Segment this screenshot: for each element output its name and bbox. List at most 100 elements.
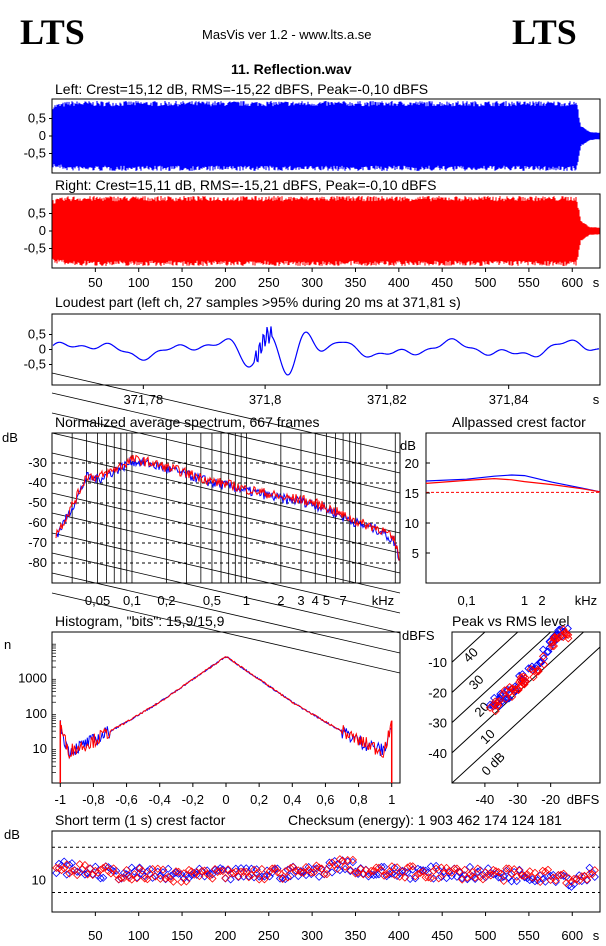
spectrum-slope-line [51, 492, 401, 574]
stc-point-left [135, 863, 144, 872]
stc-point-right [307, 868, 316, 877]
stc-point-left [164, 864, 173, 873]
histogram-xtick-label: -0,8 [82, 792, 104, 807]
stc-xtick-label: 400 [388, 928, 410, 943]
stc-point-right [216, 866, 225, 876]
pvr-point-right [505, 682, 514, 692]
pvr-ytick-label: -40 [428, 746, 447, 761]
loudest-xtick-label: 371,82 [367, 392, 407, 407]
stc-point-left [346, 866, 355, 876]
stc-point-left [223, 866, 233, 875]
stc-point-left [372, 870, 381, 879]
stc-point-right [543, 865, 553, 874]
stc-point-left [60, 857, 69, 866]
track-title: 11. Reflection.wav [231, 61, 352, 77]
stc-point-right [268, 864, 277, 873]
stc-xunit: s [593, 928, 600, 943]
stc-xtick-label: 300 [301, 928, 323, 943]
spectrum-xunit: kHz [372, 593, 394, 608]
stc-point-right [421, 873, 430, 882]
stc-point-right [393, 863, 402, 872]
spectrum-slope-line [51, 472, 401, 554]
stc-xtick-label: 50 [88, 928, 102, 943]
stc-point-right [551, 876, 560, 885]
histogram-curve-right [59, 656, 392, 760]
stc-point-right [356, 864, 365, 874]
crest-frame [425, 432, 601, 584]
stc-point-right [476, 872, 485, 882]
peak-vs-rms-title: Peak vs RMS level [452, 613, 570, 629]
crest-xunit: kHz [575, 593, 597, 608]
pvr-point-left [536, 658, 545, 668]
stc-point-left [403, 868, 412, 877]
lts-logo-left: LTS [20, 12, 85, 52]
stc-point-right [112, 870, 121, 879]
pvr-diagonal [452, 632, 486, 663]
stc-point-right [187, 867, 196, 876]
left-waveform-title: Left: Crest=15,12 dB, RMS=-15,22 dBFS, P… [55, 81, 429, 97]
pvr-point-right [562, 630, 571, 639]
pvr-point-right [538, 652, 548, 661]
spectrum-frame [51, 432, 401, 584]
stc-point-right [343, 855, 352, 865]
stc-point-right [478, 875, 488, 884]
stc-point-right [57, 865, 66, 875]
crest-curve-left [425, 474, 601, 493]
stc-point-right [429, 866, 438, 876]
stc-point-left [200, 872, 209, 881]
pvr-point-right [564, 634, 573, 643]
stc-point-right [117, 873, 126, 883]
stc-point-right [317, 864, 326, 873]
crest-ytick-label: 5 [412, 546, 419, 561]
stc-point-right [335, 855, 344, 864]
crest-xtick-label: 0,1 [458, 593, 476, 608]
stc-point-right [265, 867, 274, 876]
stc-point-right [164, 872, 173, 882]
lts-logo-right: LTS [512, 12, 577, 52]
spectrum-ytick-label: -50 [28, 495, 47, 510]
stc-point-right [559, 869, 568, 878]
stc-point-right [161, 874, 170, 883]
spectrum-ytick-label: -30 [28, 455, 47, 470]
stc-point-right [426, 873, 436, 883]
app-title: MasVis ver 1.2 - www.lts.a.se [202, 27, 372, 42]
stc-point-left [379, 862, 389, 872]
right_waveform-ytick-label: -0,5 [24, 241, 46, 256]
stc-point-right [158, 865, 168, 874]
stc-point-left [161, 875, 170, 884]
stc-point-right [523, 870, 532, 879]
stc-point-right [564, 874, 573, 883]
pvr-diagonal-label: 30 [466, 672, 487, 693]
stc-point-right [408, 862, 417, 871]
pvr-ylabel: dBFS [402, 628, 435, 643]
stc-point-right [330, 861, 339, 870]
spectrum-ytick-label: -70 [28, 535, 47, 550]
pvr-point-right [533, 665, 543, 674]
stc-frame [51, 830, 601, 913]
stc-point-right [221, 873, 230, 883]
pvr-point-left [543, 647, 552, 657]
histogram-xtick-label: 0,6 [316, 792, 334, 807]
pvr-point-right [529, 672, 538, 682]
stc-point-right [83, 870, 92, 879]
stc-xtick-label: 100 [128, 928, 150, 943]
spectrum-ytick-label: -80 [28, 555, 47, 570]
stc-point-left [504, 873, 514, 882]
stc-point-left [499, 872, 508, 881]
stc-point-right [536, 877, 545, 886]
loudest-ytick-label: 0,5 [28, 327, 46, 342]
stc-point-left [130, 867, 139, 876]
pvr-point-right [534, 667, 543, 676]
stc-point-right [366, 866, 376, 876]
stc-point-right [203, 869, 212, 879]
stc-point-right [340, 862, 350, 871]
stc-point-right [148, 865, 157, 874]
stc-point-right [520, 871, 529, 881]
stc-xtick-label: 200 [215, 928, 237, 943]
stc-point-right [387, 862, 396, 871]
left_waveform-ytick-label: 0 [39, 128, 46, 143]
stc-point-right [236, 867, 246, 876]
pvr-diagonal-label: 0 dB [478, 749, 508, 779]
right-waveform-title: Right: Crest=15,11 dB, RMS=-15,21 dBFS, … [55, 177, 437, 193]
stc-point-right [200, 866, 209, 875]
